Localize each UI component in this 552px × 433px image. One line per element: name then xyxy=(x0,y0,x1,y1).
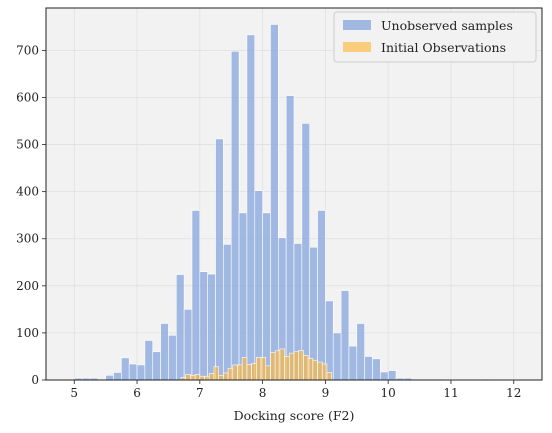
bar-unobserved xyxy=(285,95,295,381)
bar-unobserved xyxy=(152,351,161,381)
y-tick-label: 100 xyxy=(16,326,39,340)
bar-initial xyxy=(321,363,328,381)
bar-unobserved xyxy=(121,357,130,381)
legend-label-unobserved: Unobserved samples xyxy=(381,18,513,33)
bar-initial xyxy=(241,357,248,381)
x-tick-label: 7 xyxy=(196,386,204,400)
bar-unobserved xyxy=(254,190,263,381)
bar-initial xyxy=(227,367,234,381)
y-tick-label: 700 xyxy=(16,43,39,57)
bar-unobserved xyxy=(317,210,326,381)
bar-initial xyxy=(204,375,210,381)
y-tick-label: 400 xyxy=(16,185,39,199)
bar-unobserved xyxy=(270,24,279,381)
plot-frame xyxy=(45,7,543,381)
bar-initial xyxy=(223,372,229,381)
bar-unobserved xyxy=(191,210,201,381)
bar-unobserved xyxy=(207,273,216,381)
bar-unobserved xyxy=(301,123,310,381)
bar-unobserved xyxy=(356,323,365,381)
bar-unobserved xyxy=(215,138,224,381)
y-tick-label: 500 xyxy=(16,138,39,152)
x-tick-label: 5 xyxy=(70,386,78,400)
bar-initial xyxy=(284,356,290,381)
bar-unobserved xyxy=(183,309,193,381)
bar-initial xyxy=(246,364,252,381)
bar-initial xyxy=(288,352,295,381)
bar-initial xyxy=(279,348,285,381)
bar-unobserved xyxy=(144,340,154,381)
y-tick-label: 600 xyxy=(16,90,39,104)
bar-initial xyxy=(312,359,318,381)
bar-unobserved xyxy=(168,334,177,381)
y-tick-label: 200 xyxy=(16,279,39,293)
bar-unobserved xyxy=(348,345,358,381)
bar-initial xyxy=(307,358,314,381)
bar-initial xyxy=(298,350,304,381)
bar-initial xyxy=(274,350,281,381)
bar-unobserved xyxy=(223,244,232,381)
bar-unobserved xyxy=(372,358,381,381)
bar-initial xyxy=(270,352,276,381)
series-unobserved-samples xyxy=(73,24,522,381)
bar-unobserved xyxy=(199,271,208,381)
bar-initial xyxy=(213,366,219,381)
legend-label-initial: Initial Observations xyxy=(381,40,506,55)
bar-initial xyxy=(185,374,191,381)
y-axis-ticks: 0 100 200 300 400 500 600 700 xyxy=(16,43,46,387)
legend-swatch-initial xyxy=(343,42,371,52)
bar-unobserved xyxy=(128,363,138,381)
x-tick-label: 10 xyxy=(381,386,396,400)
bar-unobserved xyxy=(230,51,240,381)
x-axis-label: Docking score (F2) xyxy=(234,408,355,423)
bar-initial xyxy=(256,357,262,381)
legend-swatch-unobserved xyxy=(343,20,371,30)
series-initial-observations xyxy=(180,348,332,381)
x-axis-ticks: 5 6 7 8 9 10 11 12 xyxy=(70,380,521,400)
bar-initial xyxy=(194,374,201,381)
bar-initial xyxy=(199,375,205,381)
bar-unobserved xyxy=(387,370,397,381)
x-tick-label: 8 xyxy=(259,386,267,400)
bar-unobserved xyxy=(262,212,271,381)
y-tick-label: 300 xyxy=(16,232,39,246)
x-tick-label: 11 xyxy=(443,386,458,400)
bar-initial xyxy=(265,365,271,381)
bar-initial xyxy=(218,374,224,381)
bar-unobserved xyxy=(332,332,342,381)
bar-initial xyxy=(190,374,196,381)
legend: Unobserved samples Initial Observations xyxy=(333,11,537,63)
bar-initial xyxy=(260,357,267,381)
legend-box xyxy=(333,11,537,63)
bar-unobserved xyxy=(246,34,256,381)
bar-unobserved xyxy=(105,374,114,381)
x-tick-label: 6 xyxy=(133,386,141,400)
x-tick-label: 9 xyxy=(322,386,330,400)
x-tick-label: 12 xyxy=(506,386,521,400)
bar-initial xyxy=(317,361,323,381)
bar-initial xyxy=(208,373,215,381)
bar-initial xyxy=(237,364,243,381)
bar-unobserved xyxy=(380,371,389,381)
bar-unobserved xyxy=(136,364,146,381)
bar-initial xyxy=(251,363,257,381)
bar-initial xyxy=(326,372,332,381)
y-tick-label: 0 xyxy=(31,373,39,387)
bar-unobserved xyxy=(340,290,350,381)
bar-unobserved xyxy=(175,274,185,381)
bar-unobserved xyxy=(364,356,373,381)
bar-unobserved xyxy=(113,372,122,381)
bar-unobserved xyxy=(238,212,248,381)
bar-initial xyxy=(293,351,300,381)
bar-unobserved xyxy=(160,323,169,381)
bar-initial xyxy=(303,355,309,381)
bar-initial xyxy=(232,364,238,381)
